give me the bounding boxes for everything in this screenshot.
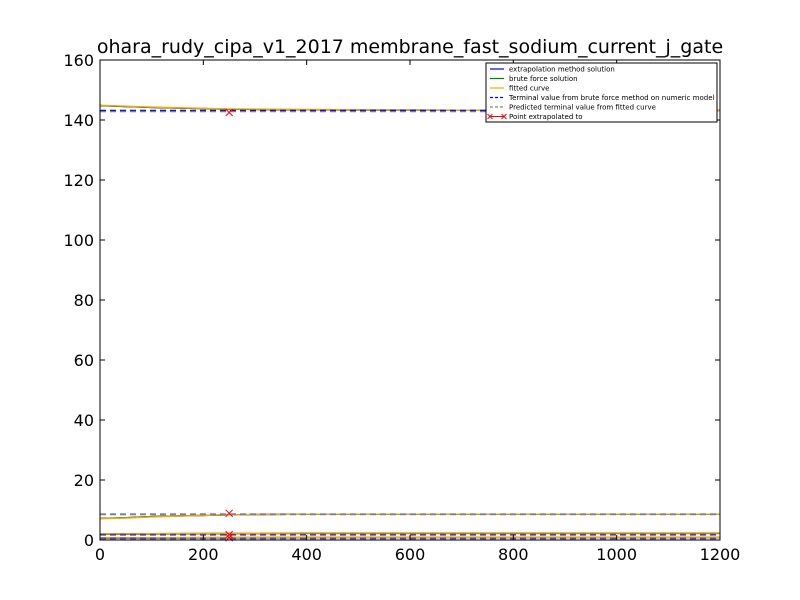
legend-label: brute force solution [509,75,578,83]
x-tick-label: 0 [95,545,105,564]
y-tick-label: 60 [74,351,94,370]
x-tick-label: 200 [188,545,219,564]
y-tick-label: 140 [63,111,94,130]
legend-box [485,62,718,123]
legend-entry: fitted curve [490,85,550,93]
x-tick-label: 1200 [700,545,741,564]
plot-frame [99,59,721,541]
extrapolated-point-marker [225,509,234,518]
legend-entry: Predicted terminal value from fitted cur… [490,104,656,112]
x-tick-label: 600 [395,545,426,564]
x-tick-label: 800 [498,545,529,564]
y-tick-label: 20 [74,471,94,490]
extrapolated-point-marker [225,108,234,117]
legend-label: Point extrapolated to [509,113,583,121]
y-tick-label: 160 [63,51,94,70]
legend-label: fitted curve [509,85,550,93]
legend-label: Terminal value from brute force method o… [508,94,715,102]
series-line-fitted-12 [99,532,720,535]
y-tick-label: 40 [74,411,94,430]
y-tick-label: 0 [84,531,94,550]
legend-entry: brute force solution [490,75,578,83]
y-tick-label: 120 [63,171,94,190]
x-tick-label: 1000 [596,545,637,564]
legend-label: Predicted terminal value from fitted cur… [509,104,656,112]
chart-title: ohara_rudy_cipa_v1_2017 membrane_fast_so… [97,36,723,58]
legend-entry: extrapolation method solution [490,66,615,74]
y-tick-label: 80 [74,291,94,310]
legend-entry: Terminal value from brute force method o… [490,94,715,102]
x-tick-label: 400 [291,545,322,564]
axis-ticks: 0 200 400 600 800 1000 1200 0 20 40 60 80 100 120 140 1… [63,51,740,564]
y-tick-label: 100 [63,231,94,250]
extrapolated-point-marker [225,530,234,539]
legend-entry: Point extrapolated to [487,113,583,121]
legend-label: extrapolation method solution [509,66,615,74]
